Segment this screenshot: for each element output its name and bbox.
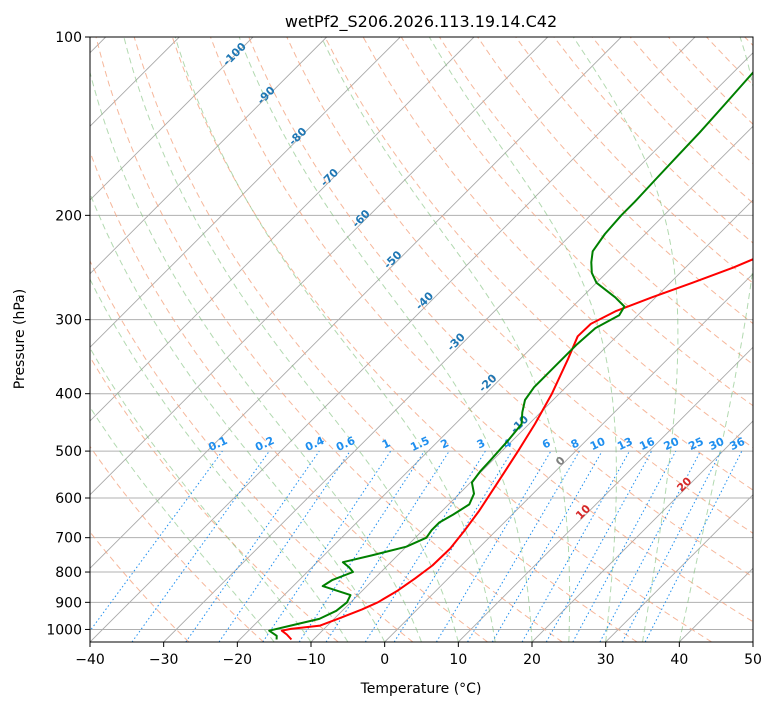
dry-adiabat-line — [515, 37, 753, 284]
y-tick-label: 300 — [55, 313, 82, 329]
mixing-ratio-line — [218, 450, 351, 642]
moist-adiabat-line — [238, 37, 533, 642]
x-tick-label: −10 — [296, 652, 326, 668]
moist-adiabat-line — [123, 37, 459, 642]
isotherm-line — [90, 37, 254, 201]
x-tick-label: −40 — [75, 652, 105, 668]
mixing-ratio-line — [572, 450, 677, 642]
y-tick-label: 100 — [55, 30, 82, 46]
x-tick-label: 30 — [597, 652, 615, 668]
dry-adiabat-line — [133, 37, 638, 642]
mixing-ratio-label: 30 — [707, 435, 727, 453]
plot-background — [90, 37, 753, 642]
x-tick-label: −20 — [223, 652, 253, 668]
series-layer — [268, 70, 753, 641]
isotherm-line — [90, 37, 401, 348]
dewpoint-profile-line — [268, 70, 753, 640]
mixing-ratio-line — [435, 450, 552, 642]
isotherm-line — [457, 346, 753, 642]
x-tick-label: −30 — [149, 652, 179, 668]
isotherm-line — [90, 37, 475, 422]
mixing-ratio-line — [393, 450, 513, 642]
dry-adiabat-line — [210, 37, 753, 623]
y-tick-label: 800 — [55, 565, 82, 581]
dry-adiabat-line — [171, 37, 712, 642]
mixing-ratio-line — [491, 450, 603, 642]
temperature-profile-line — [280, 258, 753, 641]
dry-adiabat-line — [248, 37, 753, 578]
dry-adiabat-line — [95, 37, 563, 642]
moist-adiabat-line — [90, 406, 275, 642]
moist-adiabat-line — [90, 347, 312, 642]
background-lines — [90, 37, 753, 642]
moist-adiabat-line — [428, 37, 617, 642]
mixing-ratio-label: 13 — [615, 435, 634, 453]
y-tick-label: 200 — [55, 208, 82, 224]
x-axis-title: Temperature (°C) — [360, 681, 482, 697]
mixing-ratio-line — [185, 450, 320, 642]
axis-layer: −40 −30 −20 −10 0 10 20 30 40 50 1000 900 800 700 600 5… — [46, 30, 762, 668]
plot-frame — [89, 36, 754, 643]
mixing-ratio-label: 36 — [728, 435, 748, 453]
isotherm-line — [605, 494, 753, 642]
isotherm-line — [752, 641, 753, 642]
isotherm-line — [90, 37, 622, 569]
x-tick-label: 40 — [670, 652, 688, 668]
mixing-ratio-label: 20 — [662, 435, 682, 453]
x-tick-label: 50 — [744, 652, 762, 668]
chart-title: wetPf2_S206.2026.113.19.14.C42 — [285, 12, 557, 32]
moist-adiabat-line — [90, 278, 349, 642]
x-tick-label: 10 — [449, 652, 467, 668]
mixing-ratio-line — [545, 450, 653, 642]
dry-adiabat-line — [324, 37, 753, 491]
mixing-ratio-line — [521, 450, 630, 642]
mixing-ratio-line — [364, 450, 486, 642]
y-tick-label: 1000 — [46, 622, 82, 638]
isotherm-line — [531, 420, 753, 642]
mixing-ratio-label: 10 — [588, 435, 608, 453]
x-tick-label: 0 — [380, 652, 389, 668]
moist-adiabat-line — [678, 37, 753, 642]
y-axis-title: Pressure (hPa) — [12, 289, 28, 389]
dry-adiabat-line — [90, 445, 264, 642]
y-tick-label: 600 — [55, 491, 82, 507]
isotherm-line — [384, 273, 753, 642]
mixing-ratio-label: 25 — [686, 435, 705, 453]
mixing-ratio-line — [325, 450, 450, 642]
y-tick-label: 500 — [55, 444, 82, 460]
moist-adiabat-line — [90, 70, 422, 642]
mixing-ratio-label: 16 — [637, 435, 657, 453]
mixing-ratio-line — [467, 450, 580, 642]
isotherm-line — [236, 125, 753, 642]
dry-adiabat-line — [90, 356, 339, 642]
dry-adiabat-line — [90, 259, 414, 642]
isotherm-line — [90, 37, 549, 496]
moist-adiabat-line — [90, 192, 386, 642]
moist-adiabat-line — [572, 37, 679, 642]
y-tick-label: 900 — [55, 595, 82, 611]
y-tick-label: 700 — [55, 531, 82, 547]
isotherm-line — [163, 52, 753, 642]
y-tick-label: 400 — [55, 387, 82, 403]
isotherm-line — [90, 37, 328, 275]
moist-adiabat-line — [174, 37, 496, 642]
x-tick-label: 20 — [523, 652, 541, 668]
dry-adiabat-line — [286, 37, 753, 534]
